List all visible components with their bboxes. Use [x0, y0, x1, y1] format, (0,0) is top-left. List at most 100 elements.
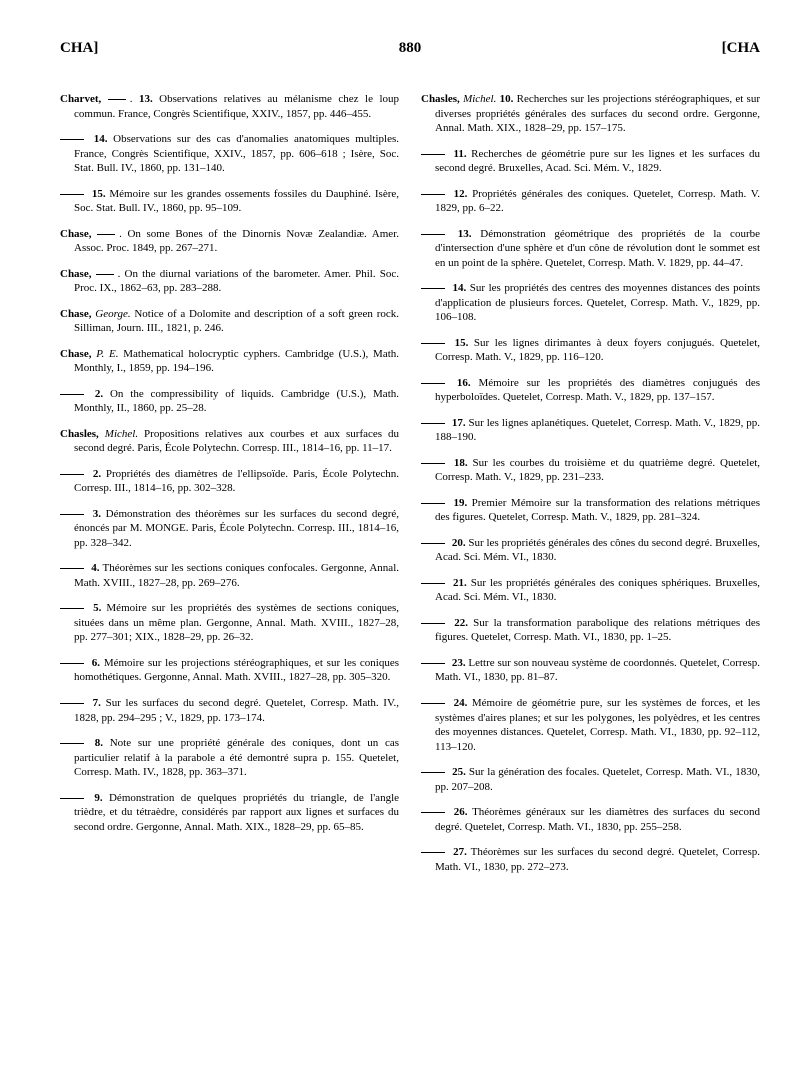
bibliography-entry: Charvet, . 13. Observations relatives au…: [60, 92, 399, 121]
continuation-dash: [421, 812, 445, 813]
entry-number: 18.: [454, 457, 468, 469]
continuation-dash: [60, 743, 84, 744]
entry-text: Sur la transformation parabolique des re…: [435, 617, 760, 644]
header-right: [CHA: [722, 40, 760, 57]
entry-text: Sur les lignes dirimantes à deux foyers …: [435, 337, 760, 364]
entry-number: 27.: [453, 846, 467, 858]
continuation-dash: [421, 463, 445, 464]
author-name: Chase,: [60, 268, 96, 280]
bibliography-entry: 23. Lettre sur son nouveau système de co…: [421, 656, 760, 685]
bibliography-entry: 12. Propriétés générales des coniques. Q…: [421, 187, 760, 216]
bibliography-entry: Chasles, Michel. Propositions relatives …: [60, 427, 399, 456]
bibliography-entry: 15. Mémoire sur les grandes ossements fo…: [60, 187, 399, 216]
bibliography-entry: 14. Observations sur des cas d'anomalies…: [60, 132, 399, 176]
entry-number: 7.: [93, 697, 101, 709]
entry-number: 10.: [500, 93, 514, 105]
entry-text: Premier Mémoire sur la transformation de…: [435, 497, 760, 524]
bibliography-entry: Chasles, Michel. 10. Recherches sur les …: [421, 92, 760, 136]
bibliography-entry: 18. Sur les courbes du troisième et du q…: [421, 456, 760, 485]
entry-text: Note sur une propriété générale des coni…: [74, 737, 399, 778]
page-header: CHA] 880 [CHA: [60, 40, 760, 57]
entry-text: Mémoire sur les propriétés des diamètres…: [435, 377, 760, 404]
author-forename: Michel.: [463, 93, 496, 105]
bibliography-entry: 5. Mémoire sur les propriétés des systèm…: [60, 601, 399, 645]
bibliography-entry: 4. Théorèmes sur les sections coniques c…: [60, 561, 399, 590]
continuation-dash: [421, 154, 445, 155]
entry-text: Sur les surfaces du second degré. Quetel…: [74, 697, 399, 724]
entry-text: . On the diurnal variations of the barom…: [74, 268, 399, 295]
bibliography-entry: 25. Sur la génération des focales. Quete…: [421, 765, 760, 794]
entry-number: 4.: [91, 562, 99, 574]
entry-number: 2.: [95, 388, 103, 400]
entry-number: 26.: [454, 806, 468, 818]
entry-number: 17.: [452, 417, 466, 429]
bibliography-entry: Chase, . On some Bones of the Dinornis N…: [60, 227, 399, 256]
entry-number: 21.: [453, 577, 467, 589]
left-column: Charvet, . 13. Observations relatives au…: [60, 81, 399, 876]
entry-text: Sur les courbes du troisième et du quatr…: [435, 457, 760, 484]
bibliography-entry: 21. Sur les propriétés générales des con…: [421, 576, 760, 605]
bibliography-entry: 24. Mémoire de géométrie pure, sur les s…: [421, 696, 760, 754]
continuation-dash: [60, 568, 84, 569]
entry-number: 13.: [139, 93, 153, 105]
entry-text: Sur les lignes aplanétiques. Quetelet, C…: [435, 417, 760, 444]
entry-number: 24.: [454, 697, 468, 709]
author-name: Chasles,: [421, 93, 463, 105]
entry-number: 14.: [453, 282, 467, 294]
page-root: CHA] 880 [CHA Charvet, . 13. Observation…: [0, 0, 800, 896]
entry-text: Propriétés générales des coniques. Quete…: [435, 188, 760, 215]
entry-text: . On some Bones of the Dinornis Novæ Zea…: [74, 228, 399, 255]
author-name: Chase,: [60, 308, 95, 320]
entry-text: Démonstration de quelques propriétés du …: [74, 792, 399, 833]
author-dash: [97, 234, 115, 235]
bibliography-entry: 22. Sur la transformation parabolique de…: [421, 616, 760, 645]
bibliography-entry: 16. Mémoire sur les propriétés des diamè…: [421, 376, 760, 405]
continuation-dash: [421, 503, 445, 504]
continuation-dash: [421, 623, 445, 624]
bibliography-entry: 8. Note sur une propriété générale des c…: [60, 736, 399, 780]
author-name: Chase,: [60, 228, 97, 240]
entry-number: 23.: [452, 657, 466, 669]
bibliography-entry: 2. Propriétés des diamètres de l'ellipso…: [60, 467, 399, 496]
continuation-dash: [421, 772, 445, 773]
entry-number: 19.: [453, 497, 467, 509]
entry-number: 11.: [454, 148, 467, 160]
continuation-dash: [421, 663, 445, 664]
entry-number: 3.: [93, 508, 101, 520]
entry-text: Théorèmes généraux sur les diamètres des…: [435, 806, 760, 833]
entry-number: 6.: [92, 657, 100, 669]
continuation-dash: [421, 543, 445, 544]
content-columns: Charvet, . 13. Observations relatives au…: [60, 81, 760, 876]
continuation-dash: [60, 394, 84, 395]
entry-text: Mathematical holocryptic cyphers. Cambri…: [74, 348, 399, 375]
author-name: Chase,: [60, 348, 96, 360]
continuation-dash: [421, 288, 445, 289]
entry-number: 9.: [94, 792, 102, 804]
entry-number: 2.: [93, 468, 101, 480]
continuation-dash: [421, 423, 445, 424]
bibliography-entry: 7. Sur les surfaces du second degré. Que…: [60, 696, 399, 725]
header-left: CHA]: [60, 40, 98, 57]
author-name: Chasles,: [60, 428, 105, 440]
entry-text: Sur les propriétés générales des conique…: [435, 577, 760, 604]
continuation-dash: [421, 194, 445, 195]
entry-text: Théorèmes sur les sections coniques conf…: [74, 562, 399, 589]
continuation-dash: [421, 343, 445, 344]
entry-text: Démonstration des théorèmes sur les surf…: [74, 508, 399, 549]
bibliography-entry: 3. Démonstration des théorèmes sur les s…: [60, 507, 399, 551]
bibliography-entry: 14. Sur les propriétés des centres des m…: [421, 281, 760, 325]
continuation-dash: [60, 798, 84, 799]
continuation-dash: [60, 703, 84, 704]
entry-text: Mémoire sur les grandes ossements fossil…: [74, 188, 399, 215]
entry-text: Sur les propriétés des centres des moyen…: [435, 282, 760, 323]
entry-text: Démonstration géométrique des propriétés…: [435, 228, 760, 269]
bibliography-entry: 17. Sur les lignes aplanétiques. Quetele…: [421, 416, 760, 445]
bibliography-entry: Chase, . On the diurnal variations of th…: [60, 267, 399, 296]
continuation-dash: [421, 234, 445, 235]
author-dash: [96, 274, 114, 275]
continuation-dash: [421, 383, 445, 384]
entry-text: Mémoire de géométrie pure, sur les systè…: [435, 697, 760, 753]
entry-text: Mémoire sur les propriétés des systèmes …: [74, 602, 399, 643]
bibliography-entry: Chase, P. E. Mathematical holocryptic cy…: [60, 347, 399, 376]
bibliography-entry: 6. Mémoire sur les projections stéréogra…: [60, 656, 399, 685]
